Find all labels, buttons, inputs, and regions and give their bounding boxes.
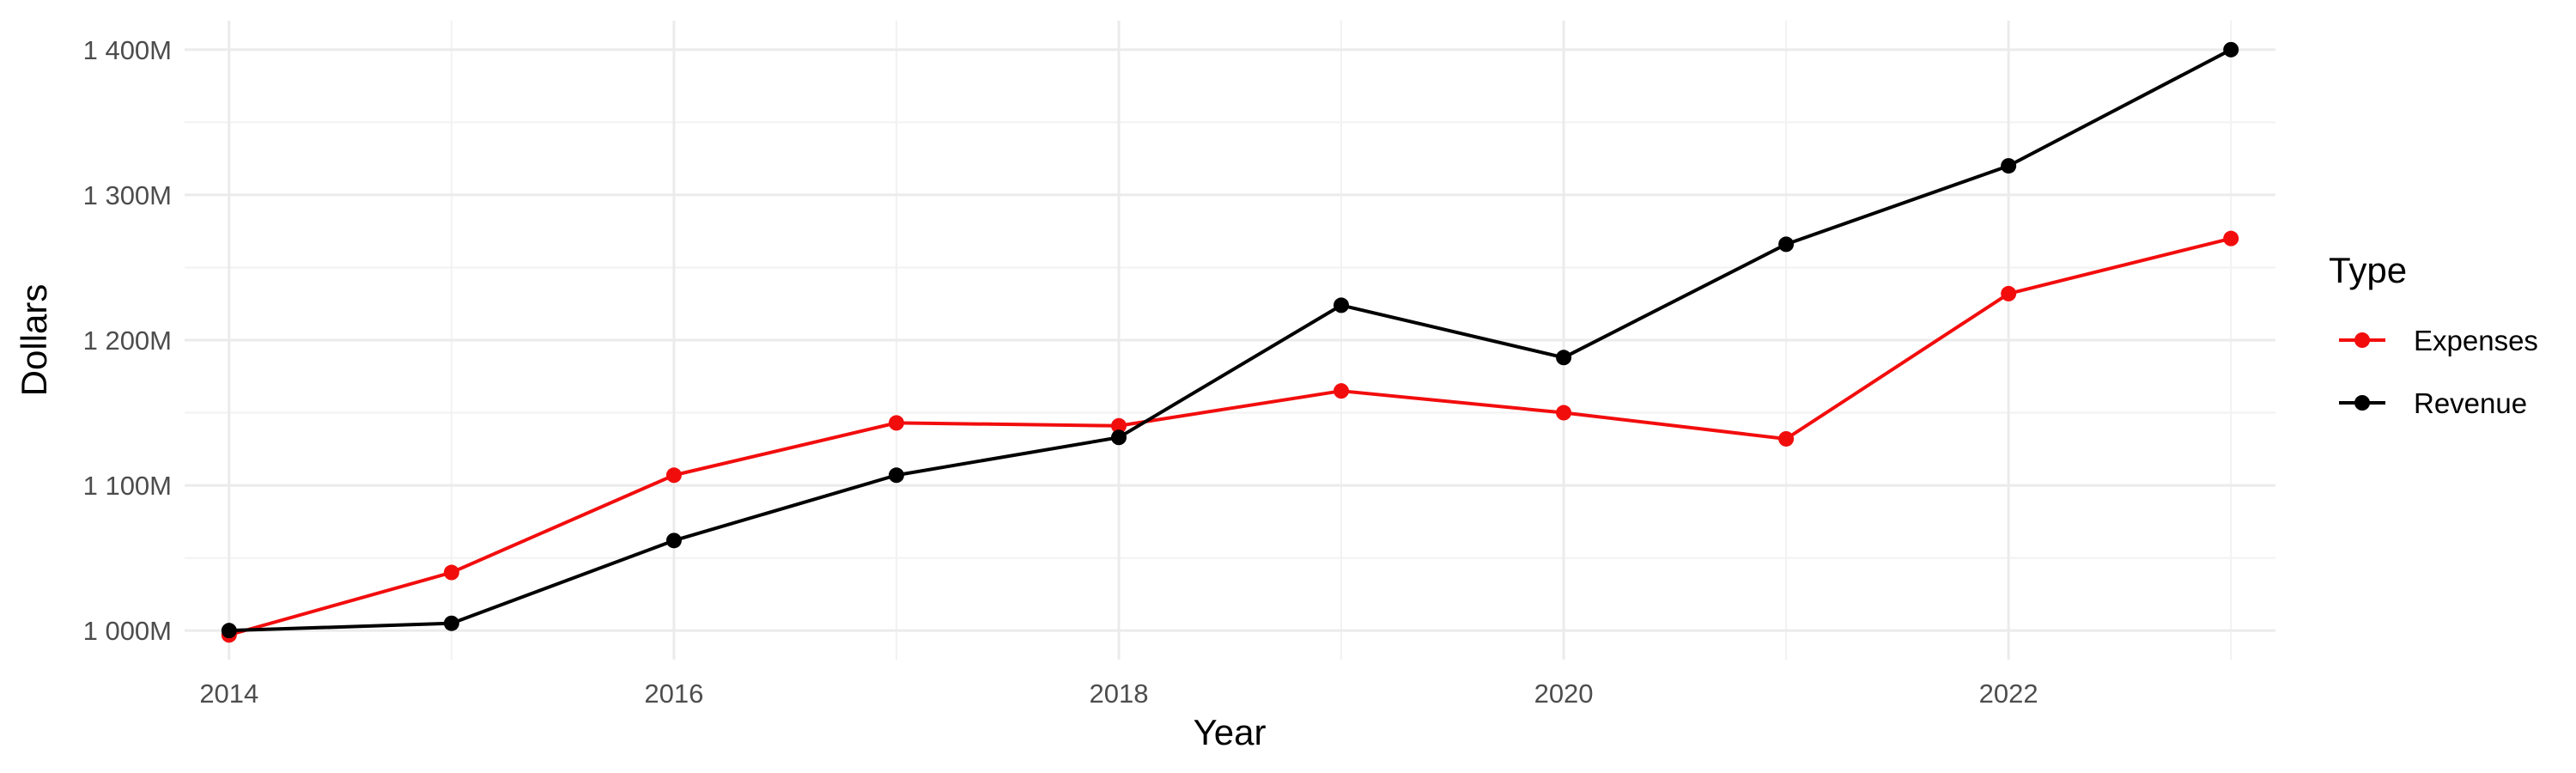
x-tick-label: 2022	[1979, 679, 2038, 709]
data-point-expenses	[2223, 230, 2239, 247]
x-axis-title: Year	[1194, 712, 1267, 752]
data-point-revenue	[1334, 297, 1350, 313]
data-point-revenue	[443, 615, 459, 631]
y-axis-title: Dollars	[14, 284, 54, 397]
legend-point	[2354, 395, 2370, 411]
legend-label: Expenses	[2414, 325, 2538, 356]
data-point-expenses	[1110, 417, 1127, 434]
data-point-revenue	[2223, 41, 2239, 58]
data-point-revenue	[2001, 158, 2017, 174]
x-tick-label: 2020	[1534, 679, 1594, 709]
data-point-expenses	[1778, 430, 1795, 447]
data-point-expenses	[443, 564, 459, 581]
legend-item-revenue: Revenue	[2339, 387, 2527, 419]
data-point-revenue	[1778, 236, 1795, 253]
x-tick-label: 2016	[644, 679, 703, 709]
legend-items: Expenses Revenue	[2339, 325, 2538, 419]
series-lines	[221, 41, 2239, 643]
legend-title: Type	[2329, 250, 2407, 290]
data-point-expenses	[888, 415, 904, 431]
data-point-expenses	[1334, 383, 1350, 399]
legend-point	[2354, 332, 2370, 348]
tick-labels: 2014 2016 2018 2020 2022 1 000M 1 100M 1 200M 1 …	[83, 35, 2038, 709]
data-point-revenue	[1556, 350, 1572, 366]
data-point-expenses	[1556, 405, 1572, 421]
data-point-revenue	[888, 467, 904, 484]
y-tick-label: 1 200M	[83, 326, 172, 356]
y-tick-label: 1 100M	[83, 471, 172, 501]
data-point-expenses	[2001, 285, 2017, 301]
series-line-revenue	[228, 48, 2233, 633]
x-tick-label: 2014	[199, 679, 258, 709]
legend-label: Revenue	[2414, 387, 2527, 419]
gridlines	[185, 21, 2275, 660]
data-point-expenses	[665, 467, 682, 484]
y-tick-label: 1 000M	[83, 616, 172, 646]
series-line-expenses	[228, 236, 2232, 637]
x-tick-label: 2018	[1089, 679, 1148, 709]
data-point-revenue	[221, 623, 237, 639]
legend: Type Expenses Revenue	[2329, 250, 2538, 419]
legend-item-expenses: Expenses	[2339, 325, 2538, 356]
series-revenue	[221, 41, 2239, 639]
y-tick-label: 1 300M	[83, 180, 172, 210]
data-point-revenue	[665, 533, 682, 549]
series-expenses	[221, 230, 2239, 643]
data-point-revenue	[1110, 429, 1127, 446]
y-tick-label: 1 400M	[83, 35, 172, 65]
